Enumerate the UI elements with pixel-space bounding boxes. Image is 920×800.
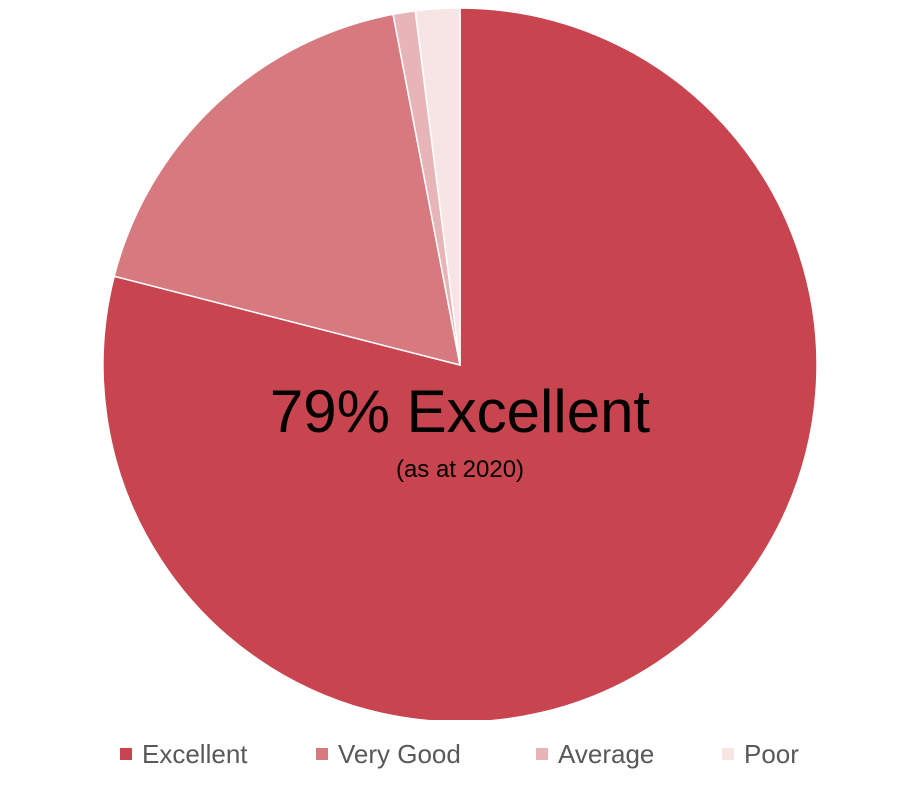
legend-item-poor[interactable]: Poor — [722, 736, 799, 772]
legend-label-very-good: Very Good — [338, 738, 461, 769]
legend-label-poor: Poor — [744, 738, 799, 769]
legend-label-excellent: Excellent — [142, 738, 248, 769]
legend-item-excellent[interactable]: Excellent — [120, 736, 248, 772]
pie-chart — [102, 7, 818, 720]
legend-label-average: Average — [558, 738, 655, 769]
pie-slice-very-good[interactable] — [113, 13, 461, 367]
legend-item-average[interactable]: Average — [536, 736, 654, 772]
legend-swatch-average — [536, 748, 548, 760]
pie-slice-poor[interactable] — [414, 7, 461, 366]
legend-swatch-excellent — [120, 748, 132, 760]
center-sublabel: (as at 2020) — [395, 456, 525, 483]
legend: Excellent Very Good Average Poor — [0, 736, 920, 772]
legend-item-very-good[interactable]: Very Good — [316, 736, 461, 772]
center-label: 79% Excellent — [269, 378, 651, 445]
legend-swatch-poor — [722, 748, 734, 760]
legend-swatch-very-good — [316, 748, 328, 760]
